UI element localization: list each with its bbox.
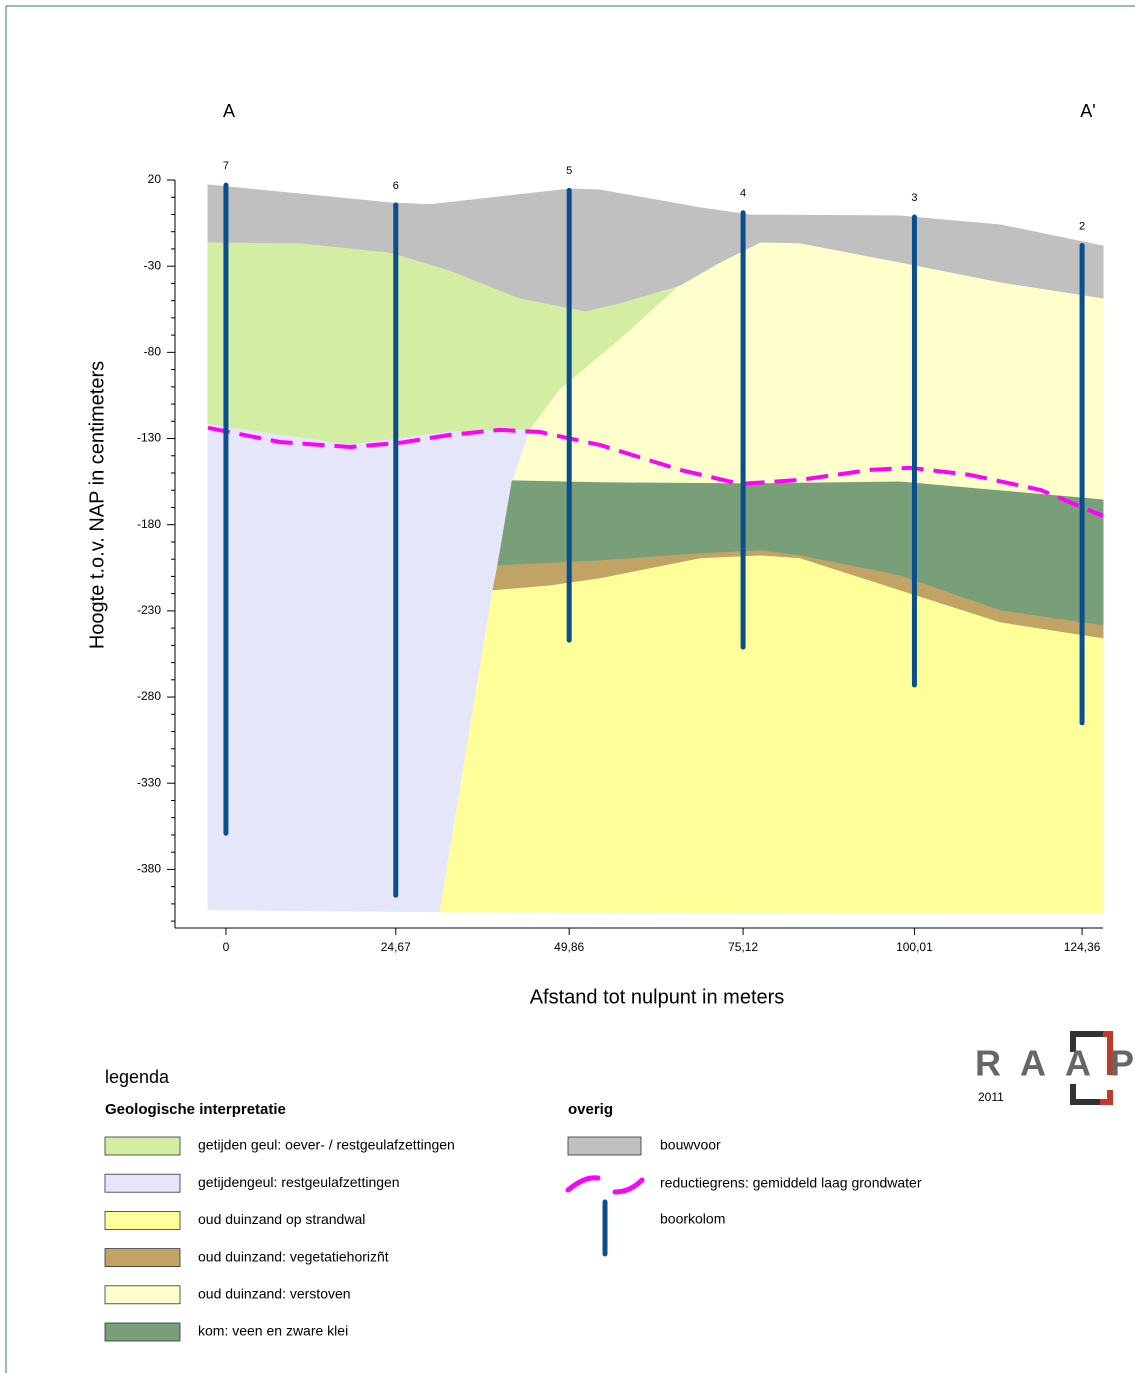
legend-swatch [105, 1323, 180, 1341]
legend-label: bouwvoor [660, 1137, 721, 1153]
y-tick-label: 20 [148, 172, 162, 186]
y-tick-label: -280 [137, 689, 161, 703]
y-tick-label: -230 [137, 603, 161, 617]
x-tick-label: 75,12 [728, 940, 758, 954]
page: {"chart_data": { "type": "cross-section"… [0, 0, 1135, 1373]
legend-group-title: overig [568, 1101, 613, 1118]
chart: 7 6 5 4 3 2 20 -30 -80 -130 -180 -230 -280 -330 -380 0 2… [0, 0, 1135, 1373]
y-tick-label: -80 [144, 345, 162, 359]
x-tick-label: 124,36 [1064, 940, 1101, 954]
legend: getijden geul: oever- / restgeulafzettin… [105, 1137, 922, 1341]
section-start-label: A [223, 101, 235, 121]
y-tick-label: -330 [137, 775, 161, 789]
x-tick-label: 24,67 [381, 940, 411, 954]
x-axis-title: Afstand tot nulpunt in meters [530, 986, 785, 1008]
y-tick-label: -180 [137, 517, 161, 531]
legend-title: legenda [105, 1067, 170, 1087]
borehole-label: 7 [223, 160, 229, 172]
legend-group-title: Geologische interpretatie [105, 1101, 286, 1118]
legend-swatch [105, 1249, 180, 1267]
logo: RAAP 2011 [975, 1034, 1135, 1104]
legend-label: getijden geul: oever- / restgeulafzettin… [198, 1137, 455, 1153]
legend-swatch [105, 1211, 180, 1229]
legend-swatch [105, 1174, 180, 1192]
borehole-label: 2 [1079, 220, 1085, 232]
x-tick-label: 0 [223, 940, 230, 954]
legend-swatch [105, 1137, 180, 1155]
y-tick-label: -30 [144, 258, 162, 272]
borehole-label: 5 [566, 165, 572, 177]
x-tick-label: 49,86 [554, 940, 584, 954]
logo-text: RAAP [975, 1043, 1135, 1084]
logo-year: 2011 [978, 1090, 1004, 1104]
legend-line-icon [568, 1178, 642, 1192]
legend-label: getijdengeul: restgeulafzettingen [198, 1174, 400, 1190]
legend-label: reductiegrens: gemiddeld laag grondwater [660, 1175, 922, 1191]
y-tick-label: -380 [137, 862, 161, 876]
borehole-label: 4 [740, 188, 746, 200]
legend-label: kom: veen en zware klei [198, 1323, 348, 1339]
legend-swatch [105, 1286, 180, 1304]
plot-area: 7 6 5 4 3 2 20 -30 -80 -130 -180 -230 -280 -330 -380 0 2… [137, 160, 1103, 954]
section-end-label: A' [1080, 101, 1095, 121]
legend-label: oud duinzand op strandwal [198, 1211, 365, 1227]
legend-label: boorkolom [660, 1211, 725, 1227]
legend-swatch [568, 1137, 641, 1155]
borehole-label: 3 [911, 192, 917, 204]
logo-bracket-accent [1100, 1090, 1110, 1102]
borehole-label: 6 [393, 180, 399, 192]
legend-label: oud duinzand: vegetatiehorizñt [198, 1248, 389, 1264]
y-axis-title: Hoogte t.o.v. NAP in centimeters [86, 361, 108, 649]
legend-label: oud duinzand: verstoven [198, 1286, 351, 1302]
y-tick-label: -130 [137, 431, 161, 445]
x-tick-label: 100,01 [896, 940, 933, 954]
